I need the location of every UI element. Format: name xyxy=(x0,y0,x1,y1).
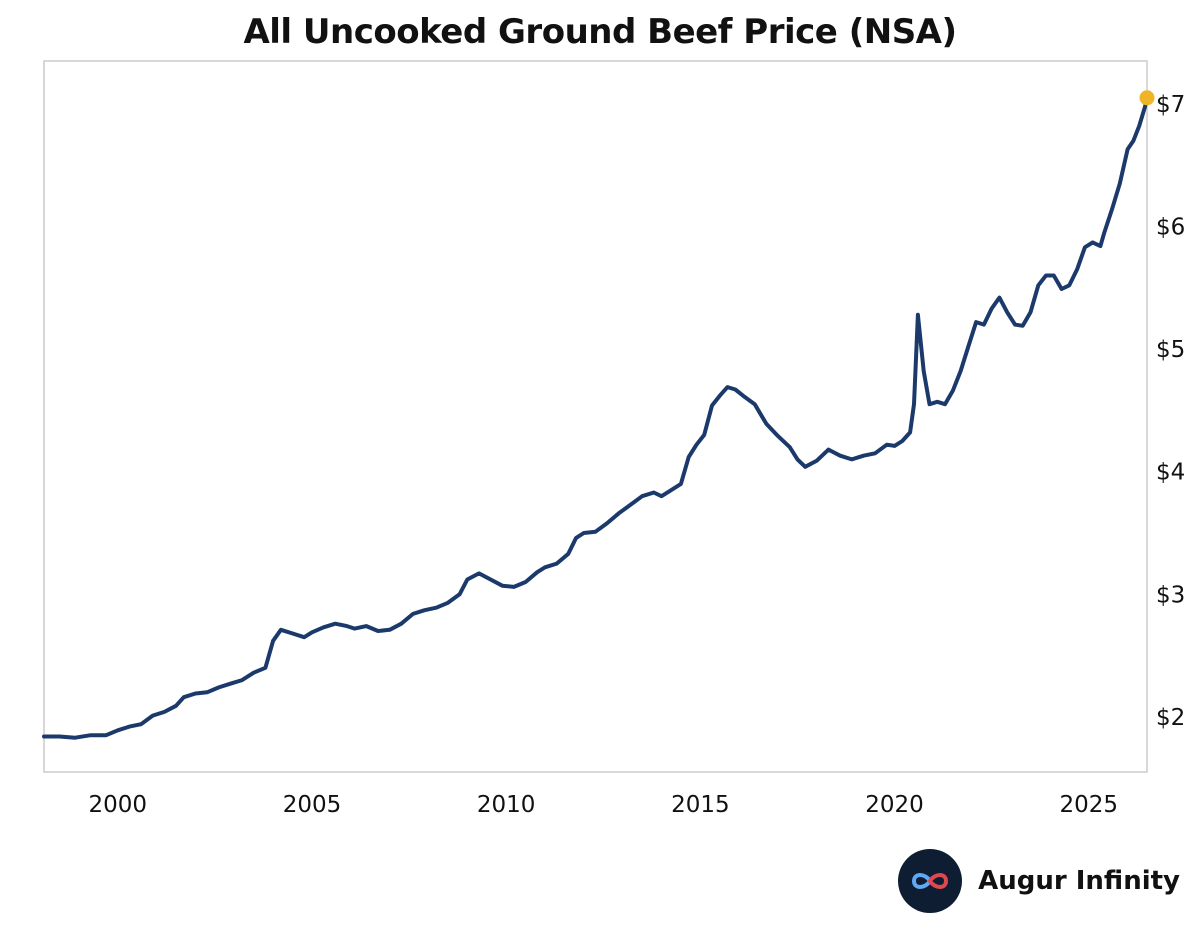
y-tick-label: $4 xyxy=(1156,460,1185,486)
price-series-line xyxy=(42,95,1149,740)
x-tick-label: 2015 xyxy=(671,792,730,818)
y-tick-label: $3 xyxy=(1156,582,1185,608)
x-tick-label: 2005 xyxy=(283,792,342,818)
y-tick-label: $5 xyxy=(1156,337,1185,363)
x-axis: 2000 2005 2010 2015 2020 2025 xyxy=(89,792,1118,818)
plot-frame xyxy=(43,60,1148,773)
brand-badge: Augur Infinity xyxy=(898,849,1180,913)
y-tick-label: $6 xyxy=(1156,214,1185,240)
y-tick-label: $7 xyxy=(1156,92,1185,118)
y-tick-label: $2 xyxy=(1156,705,1185,731)
x-tick-label: 2025 xyxy=(1059,792,1118,818)
y-axis: $2 $3 $4 $5 $6 $7 xyxy=(1156,92,1185,731)
infinity-logo-icon xyxy=(898,849,963,913)
chart-title: All Uncooked Ground Beef Price (NSA) xyxy=(243,12,957,52)
brand-name: Augur Infinity xyxy=(978,866,1180,896)
latest-value-marker xyxy=(1139,90,1155,106)
x-tick-label: 2020 xyxy=(865,792,924,818)
x-tick-label: 2010 xyxy=(477,792,536,818)
x-tick-label: 2000 xyxy=(89,792,148,818)
